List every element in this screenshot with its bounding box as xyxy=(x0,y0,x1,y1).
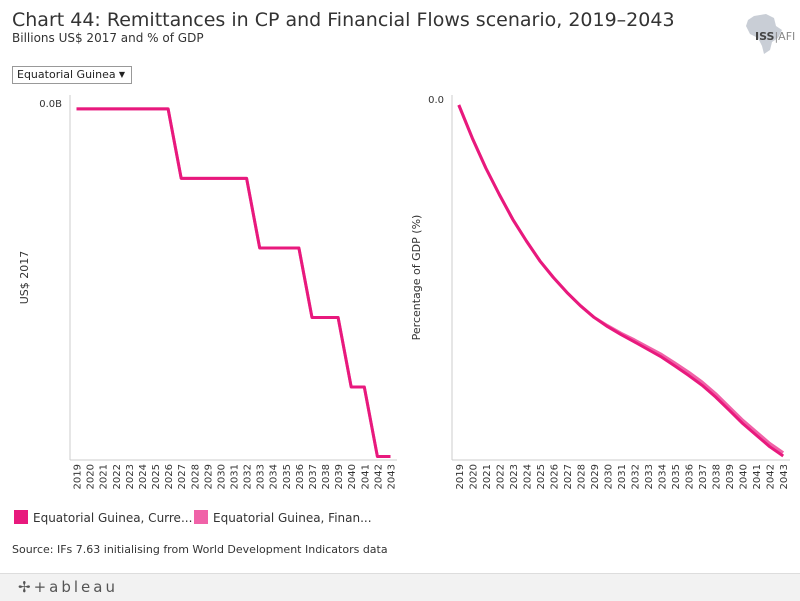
x-tick-label: 2029 xyxy=(203,464,214,489)
x-tick-label: 2030 xyxy=(603,464,614,489)
chevron-down-icon: ▼ xyxy=(118,70,125,79)
x-tick-label: 2022 xyxy=(112,464,123,489)
x-tick-label: 2034 xyxy=(658,464,669,489)
x-tick-label: 2025 xyxy=(536,464,547,489)
y-tick-label: 0.0B xyxy=(39,99,62,110)
series-line-financial-flows xyxy=(76,107,391,458)
x-tick-label: 2039 xyxy=(725,464,736,489)
x-tick-label: 2038 xyxy=(712,464,723,489)
legend-item-financial-flows[interactable]: Equatorial Guinea, Finan... xyxy=(194,510,372,525)
source-note: Source: IFs 7.63 initialising from World… xyxy=(12,543,388,556)
chart-subtitle: Billions US$ 2017 and % of GDP xyxy=(12,31,204,45)
x-tick-label: 2037 xyxy=(698,464,709,489)
x-tick-label: 2026 xyxy=(549,464,560,489)
x-tick-label: 2023 xyxy=(509,464,520,489)
x-tick-label: 2036 xyxy=(295,464,306,489)
x-tick-label: 2036 xyxy=(685,464,696,489)
x-tick-label: 2035 xyxy=(671,464,682,489)
x-tick-label: 2040 xyxy=(347,464,358,489)
x-tick-label: 2027 xyxy=(563,464,574,489)
x-tick-label: 2023 xyxy=(125,464,136,489)
x-tick-label: 2033 xyxy=(644,464,655,489)
x-tick-label: 2043 xyxy=(779,464,790,489)
x-tick-label: 2041 xyxy=(752,464,763,489)
x-tick-label: 2040 xyxy=(739,464,750,489)
x-tick-label: 2020 xyxy=(468,464,479,489)
legend-swatch xyxy=(14,510,28,524)
series-line-current-path xyxy=(457,104,785,458)
x-tick-label: 2028 xyxy=(576,464,587,489)
x-tick-label: 2041 xyxy=(360,464,371,489)
legend-label: Equatorial Guinea, Curre... xyxy=(33,511,193,525)
tableau-logo[interactable]: ✢+ableau xyxy=(18,578,118,596)
y-axis-label: Percentage of GDP (%) xyxy=(410,215,423,341)
country-dropdown-value: Equatorial Guinea xyxy=(17,68,116,81)
series-line-current-path xyxy=(76,107,391,458)
x-tick-label: 2042 xyxy=(766,464,777,489)
x-tick-label: 2027 xyxy=(177,464,188,489)
x-tick-label: 2019 xyxy=(73,464,84,489)
legend-item-current-path[interactable]: Equatorial Guinea, Curre... xyxy=(14,510,192,525)
country-dropdown[interactable]: Equatorial Guinea ▼ xyxy=(12,66,132,84)
x-tick-label: 2033 xyxy=(256,464,267,489)
x-tick-label: 2025 xyxy=(151,464,162,489)
x-tick-label: 2021 xyxy=(482,464,493,489)
legend-swatch xyxy=(194,510,208,524)
tableau-footer: ✢+ableau xyxy=(0,573,800,601)
x-tick-label: 2029 xyxy=(590,464,601,489)
x-tick-label: 2021 xyxy=(99,464,110,489)
y-axis-label: US$ 2017 xyxy=(18,251,31,305)
x-tick-label: 2031 xyxy=(617,464,628,489)
x-tick-label: 2030 xyxy=(216,464,227,489)
x-tick-label: 2031 xyxy=(230,464,241,489)
x-tick-label: 2022 xyxy=(495,464,506,489)
x-tick-label: 2028 xyxy=(190,464,201,489)
x-tick-label: 2043 xyxy=(386,464,397,489)
x-tick-label: 2020 xyxy=(86,464,97,489)
africa-logo-icon xyxy=(746,14,782,54)
x-tick-label: 2038 xyxy=(321,464,332,489)
x-tick-label: 2034 xyxy=(269,464,280,489)
x-tick-label: 2032 xyxy=(243,464,254,489)
y-tick-label: 0.0 xyxy=(428,95,444,106)
legend-label: Equatorial Guinea, Finan... xyxy=(213,511,372,525)
x-tick-label: 2026 xyxy=(164,464,175,489)
chart-title: Chart 44: Remittances in CP and Financia… xyxy=(12,9,675,31)
x-tick-label: 2024 xyxy=(522,464,533,489)
x-tick-label: 2037 xyxy=(308,464,319,489)
x-tick-label: 2032 xyxy=(631,464,642,489)
x-tick-label: 2039 xyxy=(334,464,345,489)
x-tick-label: 2024 xyxy=(138,464,149,489)
tableau-plus-icon: ✢ xyxy=(18,578,34,596)
x-tick-label: 2035 xyxy=(282,464,293,489)
series-line-financial-flows xyxy=(457,104,785,454)
x-tick-label: 2042 xyxy=(373,464,384,489)
x-tick-label: 2019 xyxy=(455,464,466,489)
logo-text: ISS|AFI xyxy=(755,30,796,43)
